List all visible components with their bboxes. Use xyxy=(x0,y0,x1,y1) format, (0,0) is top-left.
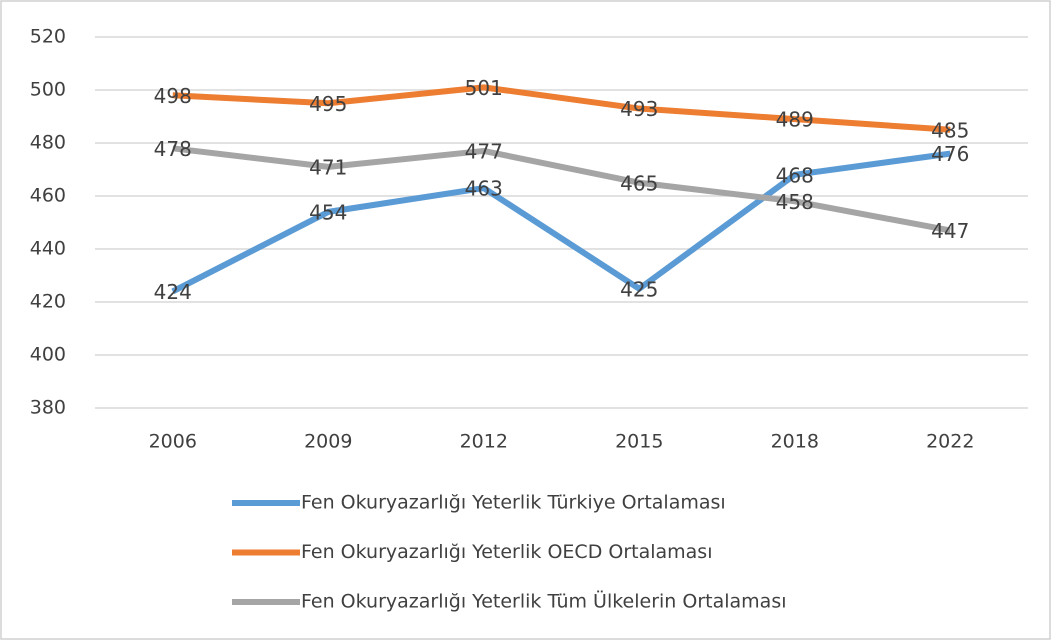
data-label: 495 xyxy=(309,92,347,116)
y-tick-label: 480 xyxy=(30,132,66,154)
x-tick-label: 2018 xyxy=(771,431,819,453)
x-tick-label: 2022 xyxy=(926,431,974,453)
series-line xyxy=(171,150,951,295)
x-tick-label: 2015 xyxy=(615,431,663,453)
y-tick-label: 380 xyxy=(30,397,66,419)
data-label: 454 xyxy=(309,200,347,224)
data-label: 447 xyxy=(931,219,969,243)
x-tick-label: 2012 xyxy=(460,431,508,453)
data-label: 468 xyxy=(776,163,814,187)
data-label: 478 xyxy=(154,137,192,161)
data-label: 458 xyxy=(776,190,814,214)
legend-label: Fen Okuryazarlığı Yeterlik Tüm Ülkelerin… xyxy=(301,590,787,613)
data-label: 424 xyxy=(154,280,192,304)
y-tick-label: 440 xyxy=(30,238,66,260)
data-label: 477 xyxy=(465,139,503,163)
data-label: 501 xyxy=(465,76,503,100)
data-label: 489 xyxy=(776,108,814,132)
x-tick-label: 2009 xyxy=(304,431,352,453)
data-label: 471 xyxy=(309,155,347,179)
x-tick-label: 2006 xyxy=(149,431,197,453)
data-label: 476 xyxy=(931,142,969,166)
legend-label: Fen Okuryazarlığı Yeterlik Türkiye Ortal… xyxy=(301,492,726,514)
data-label: 463 xyxy=(465,177,503,201)
y-tick-label: 500 xyxy=(30,79,66,101)
y-tick-label: 460 xyxy=(30,185,66,207)
y-tick-label: 420 xyxy=(30,291,66,313)
series-line xyxy=(172,84,951,133)
data-label: 485 xyxy=(931,118,969,142)
data-label: 465 xyxy=(620,171,658,195)
data-label: 425 xyxy=(620,277,658,301)
y-tick-label: 520 xyxy=(30,26,66,48)
data-label: 493 xyxy=(620,97,658,121)
legend-label: Fen Okuryazarlığı Yeterlik OECD Ortalama… xyxy=(301,541,712,563)
y-tick-label: 400 xyxy=(30,344,66,366)
data-label: 498 xyxy=(154,84,192,108)
series-line xyxy=(172,145,951,234)
